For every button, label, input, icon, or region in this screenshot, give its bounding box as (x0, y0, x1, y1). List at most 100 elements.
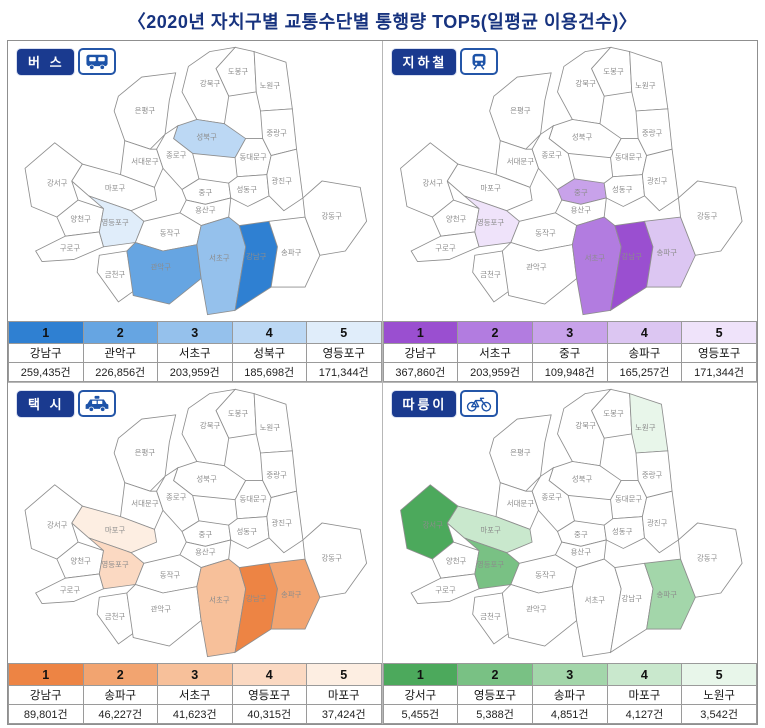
value-cell: 259,435건 (8, 362, 84, 382)
panel-header: 택 시 (17, 390, 116, 417)
district-label-gangnam: 강남구 (621, 251, 642, 261)
district-cell: 성북구 (231, 343, 307, 363)
district-label-seocho: 서초구 (584, 254, 605, 263)
district-cell: 서초구 (457, 343, 533, 363)
panel-grid: 버 스 도봉구 노원구 강북구 은평구 성북구 중랑구 동대문구 종로구 서대문구 마포구 중구 성동… (7, 40, 758, 725)
district-label-yeongdeungpo: 영등포구 (101, 559, 128, 569)
district-label-yongsan: 용산구 (570, 204, 591, 214)
district-label-geumcheon: 금천구 (480, 269, 501, 279)
value-cell: 203,959건 (157, 362, 233, 382)
subway-icon (472, 53, 486, 70)
district-label-seocho: 서초구 (584, 596, 605, 605)
rank-cell: 3 (157, 663, 233, 686)
rank-table: 1 2 3 4 5 강남구 송파구 서초구 영등포구 마포구 89,801건 46,227건 41,62… (8, 663, 382, 724)
district-label-seongbuk: 성북구 (571, 474, 592, 483)
district-label-gwangjin: 광진구 (271, 175, 292, 185)
rank-cell: 1 (8, 663, 84, 686)
rank-cell: 5 (306, 321, 382, 344)
district-row: 강서구 영등포구 송파구 마포구 노원구 (382, 685, 757, 705)
district-label-mapo: 마포구 (105, 183, 126, 192)
district-label-dongjak: 동작구 (160, 228, 181, 238)
district-label-eunpyeong: 은평구 (510, 447, 531, 457)
rank-table: 1 2 3 4 5 강남구 서초구 중구 송파구 영등포구 367,860건 203,959건 109,… (382, 321, 758, 382)
district-label-yangcheon: 양천구 (445, 213, 466, 223)
district-label-jongno: 종로구 (541, 150, 562, 159)
district-label-yeongdeungpo: 영등포구 (101, 217, 128, 227)
district-label-nowon: 노원구 (260, 423, 281, 432)
rank-cell: 1 (382, 663, 459, 686)
value-cell: 5,455건 (382, 704, 459, 724)
panel-header: 따릉이 (391, 390, 499, 417)
seoul-map: 도봉구 노원구 강북구 은평구 성북구 중랑구 동대문구 종로구 서대문구 마포구 중구 성동구 광진구… (383, 383, 758, 663)
mode-panel: 택 시 도봉구 노원구 강북구 은평구 성북구 중랑구 동대문구 종로구 서대문구 마포구 중구 성동… (8, 383, 383, 724)
district-label-dobong: 도봉구 (228, 409, 249, 418)
district-label-gwanak: 관악구 (151, 603, 172, 613)
district-cell: 송파구 (531, 685, 608, 705)
district-cell: 영등포구 (457, 685, 533, 705)
district-label-dongjak: 동작구 (535, 570, 556, 580)
district-label-gangdong: 강동구 (696, 211, 717, 221)
mode-label: 버 스 (28, 54, 65, 70)
district-label-gangseo: 강서구 (422, 519, 443, 529)
district-label-nowon: 노원구 (635, 423, 656, 432)
district-label-gwanak: 관악구 (526, 261, 547, 271)
value-cell: 5,388건 (457, 704, 533, 724)
district-mapo (446, 505, 533, 554)
district-label-jongno: 종로구 (541, 492, 562, 501)
district-geumcheon (471, 250, 509, 303)
district-label-dongdaemun: 동대문구 (239, 153, 266, 162)
rank-cell: 3 (531, 321, 608, 344)
district-gangbuk (556, 46, 612, 125)
district-label-gangbuk: 강북구 (575, 420, 596, 430)
district-label-seocho: 서초구 (209, 254, 230, 263)
district-label-jung: 중구 (199, 530, 213, 539)
taxi-icon (85, 395, 108, 412)
district-label-seodaemun: 서대문구 (506, 499, 533, 508)
value-row: 5,455건 5,388건 4,851건 4,127건 3,542건 (382, 704, 757, 724)
district-label-yongsan: 용산구 (195, 204, 216, 214)
district-label-geumcheon: 금천구 (105, 269, 126, 279)
value-row: 259,435건 226,856건 203,959건 185,698건 171,344건 (8, 362, 382, 382)
district-label-seodaemun: 서대문구 (506, 157, 533, 166)
rank-cell: 5 (681, 663, 757, 686)
district-label-mapo: 마포구 (105, 525, 126, 534)
district-label-seongdong: 성동구 (236, 527, 257, 536)
district-label-eunpyeong: 은평구 (135, 447, 156, 457)
district-label-eunpyeong: 은평구 (510, 105, 531, 115)
district-label-geumcheon: 금천구 (105, 611, 126, 621)
district-label-yongsan: 용산구 (195, 546, 216, 556)
district-cell: 마포구 (306, 685, 382, 705)
district-label-dobong: 도봉구 (603, 67, 624, 76)
district-label-nowon: 노원구 (260, 81, 281, 90)
district-label-gwangjin: 광진구 (271, 517, 292, 527)
district-label-gangdong: 강동구 (696, 553, 717, 563)
district-label-gangbuk: 강북구 (200, 78, 221, 88)
district-gwanak (501, 584, 577, 647)
mode-badge: 택 시 (17, 390, 74, 417)
district-geumcheon (471, 592, 509, 645)
rank-cell: 3 (531, 663, 608, 686)
mode-panel: 버 스 도봉구 노원구 강북구 은평구 성북구 중랑구 동대문구 종로구 서대문구 마포구 중구 성동… (8, 41, 383, 383)
district-cell: 관악구 (82, 343, 158, 363)
bus-icon (85, 54, 108, 70)
rank-table: 1 2 3 4 5 강남구 관악구 서초구 성북구 영등포구 259,435건 226,856건 203… (8, 321, 382, 382)
district-cell: 영등포구 (231, 685, 307, 705)
rank-cell: 2 (457, 321, 533, 344)
seoul-map: 도봉구 노원구 강북구 은평구 성북구 중랑구 동대문구 종로구 서대문구 마포구 중구 성동구 광진구… (8, 41, 382, 321)
district-label-jungnang: 중랑구 (641, 128, 662, 137)
value-cell: 4,127건 (606, 704, 683, 724)
district-label-songpa: 송파구 (281, 590, 302, 599)
district-label-jongno: 종로구 (166, 150, 187, 159)
mode-icon-box (77, 390, 116, 417)
district-mapo (71, 505, 158, 554)
district-label-jung: 중구 (199, 188, 213, 197)
district-label-gwanak: 관악구 (151, 261, 172, 271)
value-cell: 203,959건 (457, 362, 533, 382)
district-cell: 영등포구 (681, 343, 757, 363)
rank-cell: 4 (231, 663, 307, 686)
district-label-guro: 구로구 (60, 243, 81, 252)
